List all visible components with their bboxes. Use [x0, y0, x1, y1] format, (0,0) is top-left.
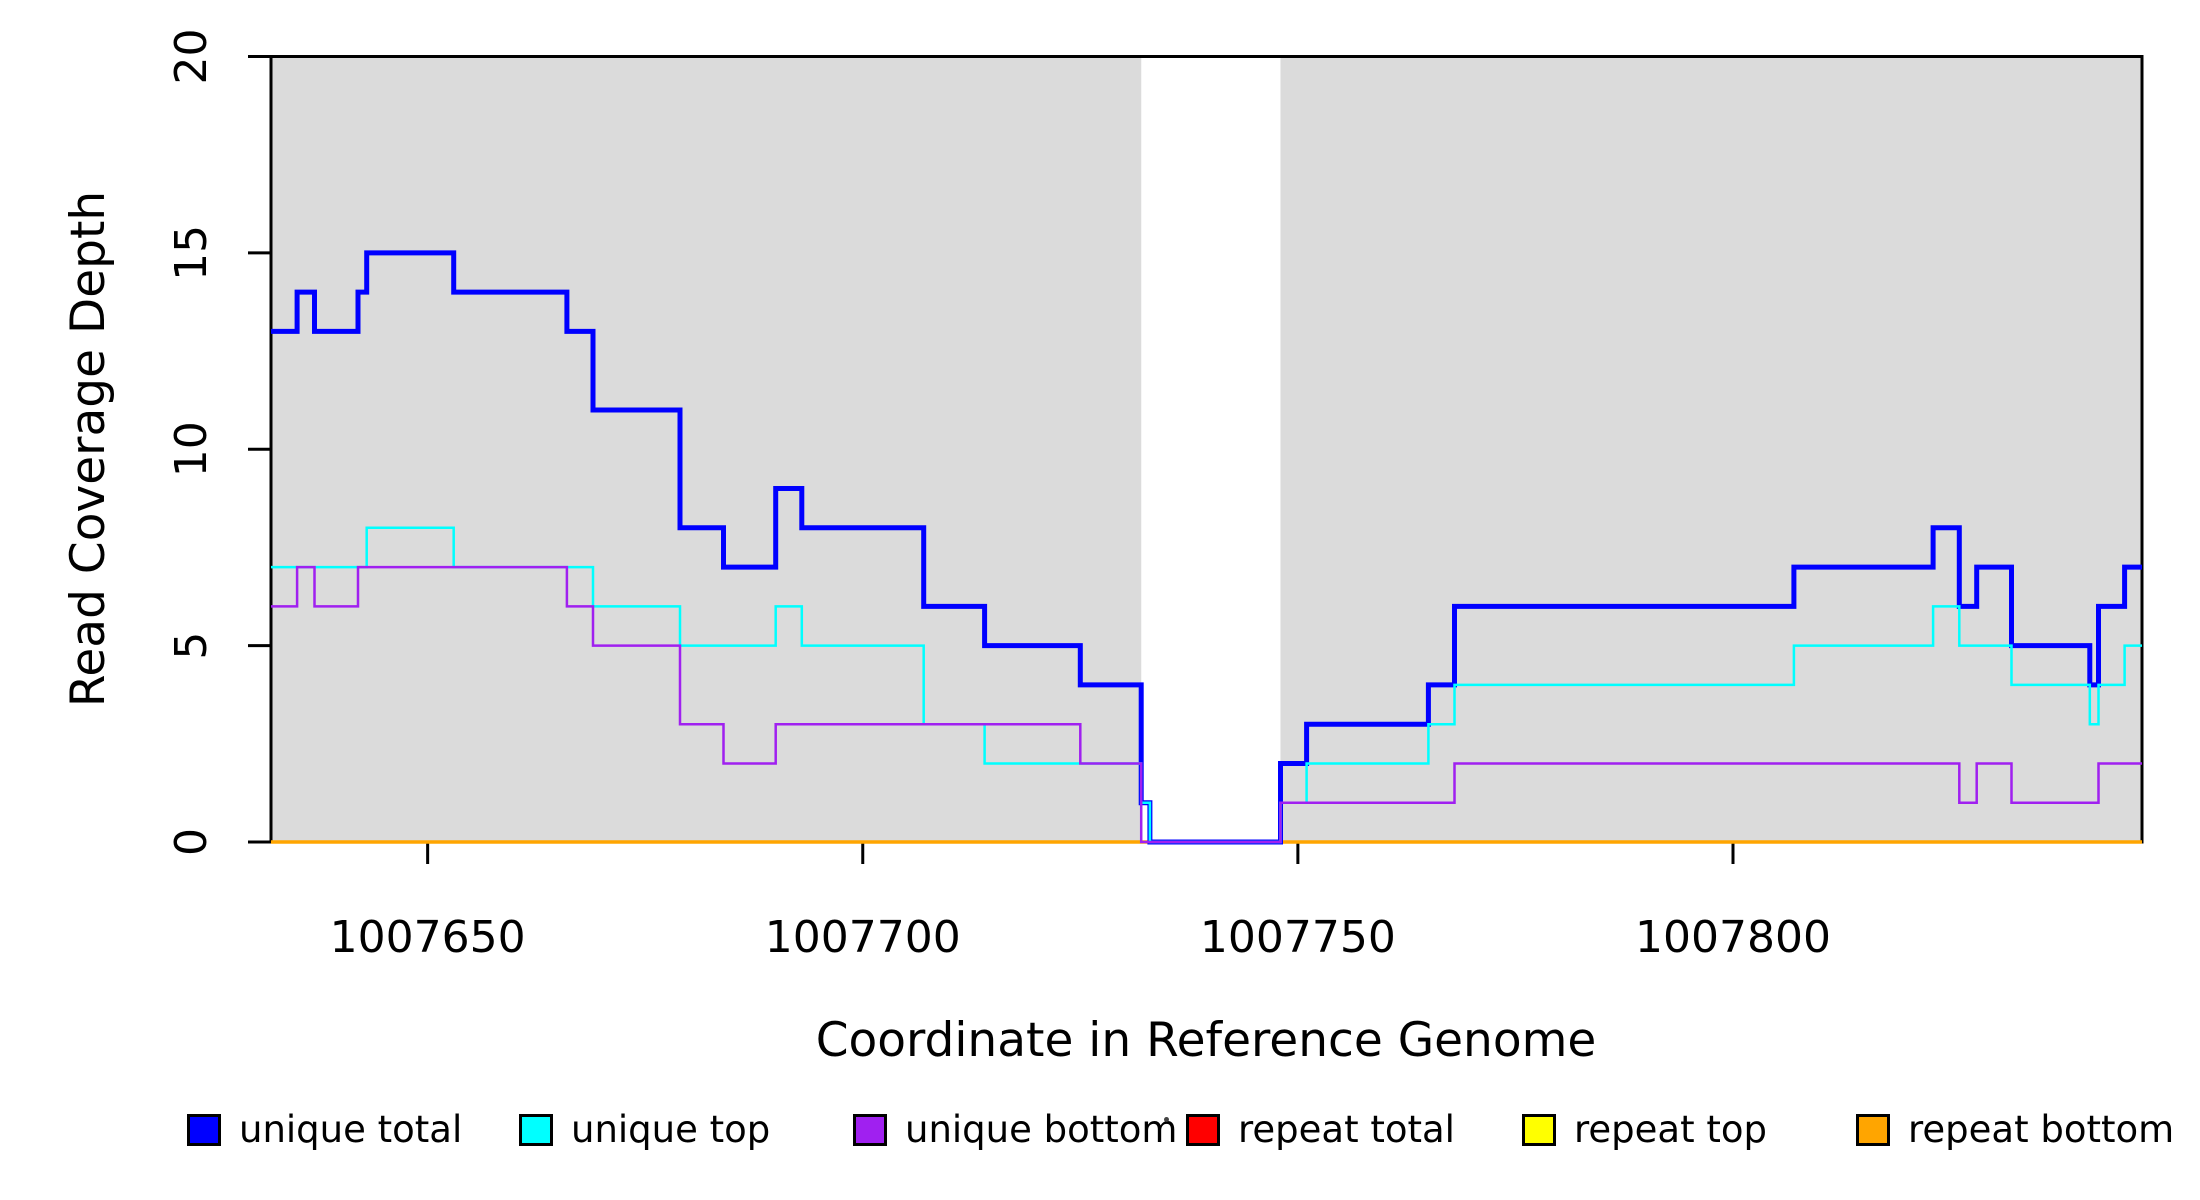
- y-tick-label: 10: [166, 421, 217, 477]
- y-tick-label: 5: [166, 632, 217, 660]
- legend-swatch-repeat-bottom: [1856, 1113, 1890, 1146]
- legend-label: repeat top: [1574, 1108, 1767, 1151]
- x-tick-label: 1007750: [1200, 912, 1396, 963]
- x-tick-label: 1007700: [765, 912, 961, 963]
- legend-entry-unique-total: unique total: [187, 1108, 462, 1151]
- legend-swatch-unique-top: [519, 1113, 553, 1146]
- stray-dot: [1164, 1117, 1169, 1122]
- y-tick-label: 20: [166, 29, 217, 85]
- y-tick-label: 0: [166, 828, 217, 856]
- legend-label: repeat total: [1238, 1108, 1455, 1151]
- series-line-unique-bottom: [271, 565, 2142, 844]
- legend-entry-repeat-top: repeat top: [1522, 1108, 1767, 1151]
- x-tick-label: 1007800: [1635, 912, 1831, 963]
- x-tick-label: 1007650: [330, 912, 526, 963]
- legend-entry-repeat-total: repeat total: [1186, 1108, 1455, 1151]
- legend-entry-unique-bottom: unique bottom: [853, 1108, 1177, 1151]
- legend-entry-repeat-bottom: repeat bottom: [1856, 1108, 2174, 1151]
- legend-swatch-repeat-top: [1522, 1113, 1556, 1146]
- legend: unique total unique top unique bottom repea…: [0, 1108, 2200, 1188]
- legend-swatch-repeat-total: [1186, 1113, 1220, 1146]
- legend-label: unique bottom: [905, 1108, 1178, 1151]
- shaded-region: [1280, 56, 2142, 842]
- y-tick-label: 15: [166, 225, 217, 281]
- legend-label: repeat bottom: [1908, 1108, 2175, 1151]
- legend-swatch-unique-total: [187, 1113, 221, 1146]
- legend-entry-unique-top: unique top: [519, 1108, 770, 1151]
- shaded-region: [271, 56, 1142, 842]
- legend-label: unique total: [239, 1108, 463, 1151]
- legend-swatch-unique-bottom: [853, 1113, 887, 1146]
- x-axis-title: Coordinate in Reference Genome: [816, 1013, 1597, 1068]
- y-axis-title: Read Coverage Depth: [61, 191, 116, 707]
- legend-label: unique top: [571, 1108, 771, 1151]
- series-line-unique-total: [271, 250, 2142, 845]
